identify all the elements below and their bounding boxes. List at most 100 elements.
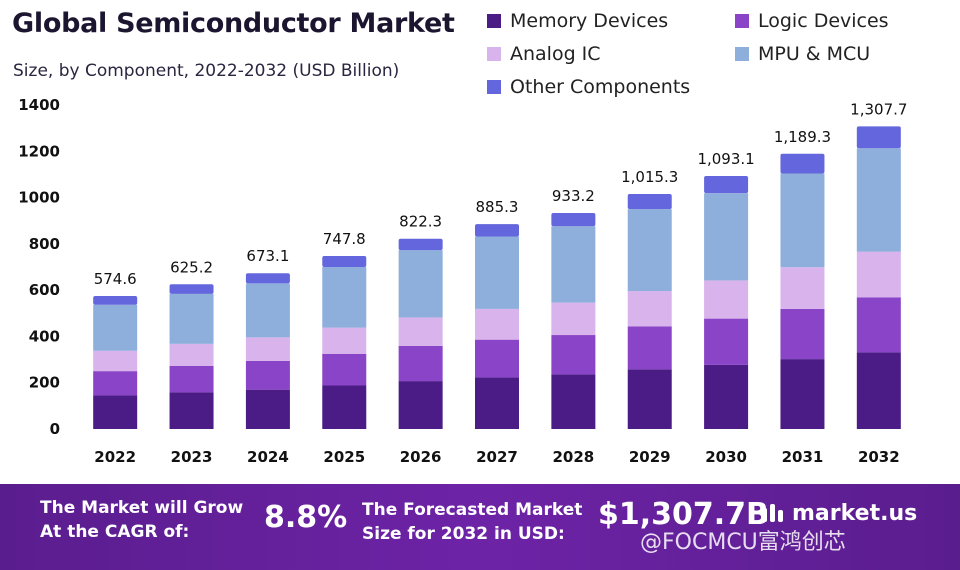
bar-segment [704, 176, 749, 194]
cagr-label-line2: At the CAGR of: [40, 522, 190, 542]
bar-total-label: 1,189.3 [774, 128, 831, 146]
forecast-value: $1,307.7B [598, 497, 769, 532]
y-tick-label: 400 [29, 327, 60, 345]
bar-segment [551, 213, 596, 227]
bar-segment [856, 297, 901, 353]
y-tick-label: 1200 [18, 142, 60, 160]
bar-segment [322, 385, 367, 429]
bar-segment [551, 335, 596, 375]
x-tick-label: 2026 [400, 448, 442, 466]
bar-segment [322, 255, 367, 267]
brand-icon [762, 504, 783, 522]
legend-label: MPU & MCU [758, 43, 871, 65]
legend-swatch [735, 47, 749, 61]
total-labels: 574.6 625.2 673.1 747.8 822.3 885.3 933.2 1,015… [94, 100, 908, 288]
bar-segment [704, 318, 749, 365]
bar-segment [627, 194, 672, 210]
bar-segment [245, 337, 290, 361]
legend-swatch [487, 80, 501, 94]
bar-segment [398, 345, 443, 382]
bar-total-label: 673.1 [246, 247, 289, 265]
bar-segment [169, 365, 214, 393]
y-tick-label: 1000 [18, 189, 60, 207]
forecast-label: The Forecasted Market [362, 500, 583, 520]
bar-segment [322, 353, 367, 386]
bar-total-label: 574.6 [94, 270, 137, 288]
bar-segment [551, 226, 596, 303]
bar-segment [780, 153, 825, 174]
bar-segment [856, 352, 901, 429]
bar-total-label: 1,015.3 [621, 168, 678, 186]
chart-subtitle: Size, by Component, 2022-2032 (USD Billi… [13, 61, 400, 81]
watermark: @FOCMCU富鸿创芯 [640, 530, 846, 555]
legend-label: Logic Devices [758, 10, 889, 32]
bar-segment [856, 251, 901, 298]
bar-segment [627, 326, 672, 370]
y-tick-label: 800 [29, 235, 60, 253]
legend-swatch [487, 14, 501, 28]
y-tick-label: 1400 [18, 96, 60, 114]
bar-segment [475, 308, 519, 340]
bar-segment [93, 350, 138, 372]
bar-segment [322, 267, 367, 328]
bar-segment [780, 173, 825, 268]
bar-segment [169, 284, 214, 294]
x-tick-label: 2022 [94, 448, 136, 466]
bar-segment [627, 209, 672, 292]
bar-segment [704, 280, 749, 319]
x-tick-label: 2032 [858, 448, 900, 466]
bar-total-label: 1,093.1 [697, 150, 754, 168]
bars [93, 126, 901, 429]
x-tick-label: 2028 [552, 448, 594, 466]
summary-banner [0, 484, 960, 570]
bar-segment [169, 392, 214, 429]
legend-item-memory-devices: Memory Devices [487, 9, 668, 33]
bar-segment [704, 364, 749, 429]
bar-total-label: 933.2 [552, 187, 595, 205]
bar-segment [245, 273, 290, 284]
bar-segment [551, 374, 596, 429]
bar-segment [780, 267, 825, 309]
bar-segment [475, 224, 519, 237]
bar-segment [245, 389, 290, 429]
bar-total-label: 625.2 [170, 258, 213, 276]
legend-label: Memory Devices [510, 10, 669, 32]
legend-swatch [487, 47, 501, 61]
bar-segment [856, 148, 901, 252]
forecast-label-line2: Size for 2032 in USD: [362, 524, 565, 544]
bar-segment [627, 291, 672, 327]
bar-total-label: 822.3 [399, 213, 442, 231]
legend-item-mpu-mcu: MPU & MCU [735, 42, 870, 66]
legend-swatch [735, 14, 749, 28]
x-tick-label: 2025 [323, 448, 365, 466]
bar-segment [398, 238, 443, 251]
bar-total-label: 885.3 [476, 198, 519, 216]
brand-name: market.us [792, 500, 918, 526]
bar-segment [93, 395, 138, 429]
stacked-bar-chart: 0 200 400 600 800 1000 1200 1400 574.6 625.2 673.… [18, 96, 908, 466]
cagr-value: 8.8% [264, 500, 348, 535]
bar-segment [245, 360, 290, 390]
bar-segment [398, 381, 443, 429]
chart-title: Global Semiconductor Market [12, 8, 455, 39]
bar-segment [93, 296, 138, 305]
bar-segment [322, 327, 367, 354]
x-tick-label: 2023 [171, 448, 213, 466]
bar-segment [169, 293, 214, 344]
bar-segment [780, 359, 825, 429]
bar-segment [93, 371, 138, 396]
bar-segment [398, 317, 443, 346]
legend-label: Other Components [510, 76, 691, 98]
y-tick-label: 600 [29, 281, 60, 299]
bar-total-label: 747.8 [323, 230, 366, 248]
legend-label: Analog IC [510, 43, 601, 65]
x-tick-label: 2031 [782, 448, 824, 466]
bar-segment [398, 250, 443, 318]
legend-item-other-components: Other Components [487, 75, 690, 99]
x-tick-label: 2027 [476, 448, 518, 466]
bar-segment [93, 304, 138, 351]
bar-segment [169, 343, 214, 366]
bar-segment [475, 236, 519, 309]
bar-segment [245, 283, 290, 338]
legend-item-analog-ic: Analog IC [487, 42, 601, 66]
